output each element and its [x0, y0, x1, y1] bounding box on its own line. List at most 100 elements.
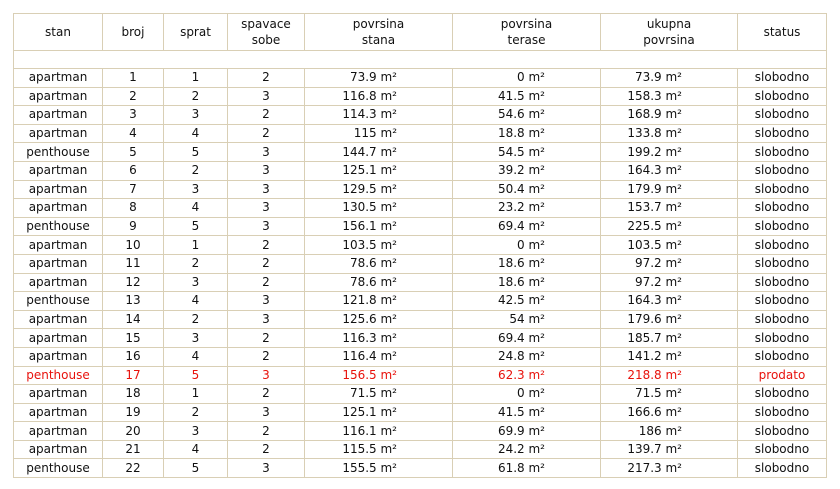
cell-ukupna-povrsina: 153.7 m² [600, 198, 738, 218]
header-sprat: sprat [163, 13, 228, 51]
cell-ukupna-povrsina: 225.5 m² [600, 216, 738, 237]
table-row: apartman 20 3 2 116.1 m² 69.9 m² 186 m² slobodn… [13, 421, 827, 441]
cell-stan: penthouse [13, 458, 103, 479]
cell-povrsina-stana: 116.1 m² [304, 421, 453, 441]
cell-ukupna-povrsina: 218.8 m² [600, 365, 738, 386]
table-row: penthouse 17 5 3 156.5 m² 62.3 m² 218.8 m² prod… [13, 365, 827, 386]
table-row: apartman 4 4 2 115 m² 18.8 m² 133.8 m² slobodno [13, 123, 827, 144]
header-status: status [737, 13, 827, 51]
cell-broj: 5 [102, 142, 164, 162]
cell-sprat: 4 [163, 198, 228, 218]
cell-status: slobodno [737, 402, 827, 423]
cell-povrsina-terase: 69.4 m² [452, 328, 601, 348]
cell-ukupna-povrsina: 97.2 m² [600, 272, 738, 293]
cell-status: slobodno [737, 272, 827, 293]
cell-povrsina-stana: 78.6 m² [304, 253, 453, 274]
cell-povrsina-terase: 18.6 m² [452, 272, 601, 293]
cell-sprat: 3 [163, 272, 228, 293]
table-row: apartman 16 4 2 116.4 m² 24.8 m² 141.2 m² slobo… [13, 346, 827, 367]
table-row: penthouse 9 5 3 156.1 m² 69.4 m² 225.5 m² slobo… [13, 216, 827, 237]
cell-spavace-sobe: 2 [227, 123, 305, 144]
cell-stan: apartman [13, 384, 103, 404]
cell-spavace-sobe: 2 [227, 346, 305, 367]
cell-povrsina-stana: 116.3 m² [304, 328, 453, 348]
header-povrsina-terase: povrsina terase [452, 13, 601, 51]
cell-broj: 12 [102, 272, 164, 293]
cell-stan: apartman [13, 309, 103, 330]
cell-ukupna-povrsina: 185.7 m² [600, 328, 738, 348]
cell-status: slobodno [737, 384, 827, 404]
cell-povrsina-stana: 125.6 m² [304, 309, 453, 330]
header-row: stan broj sprat spavace sobe povrsina stana p… [13, 13, 827, 51]
cell-spavace-sobe: 3 [227, 142, 305, 162]
cell-spavace-sobe: 3 [227, 198, 305, 218]
cell-ukupna-povrsina: 168.9 m² [600, 105, 738, 125]
cell-status: slobodno [737, 309, 827, 330]
cell-povrsina-terase: 23.2 m² [452, 198, 601, 218]
cell-ukupna-povrsina: 73.9 m² [600, 68, 738, 88]
cell-broj: 14 [102, 309, 164, 330]
cell-sprat: 3 [163, 421, 228, 441]
cell-stan: apartman [13, 402, 103, 423]
cell-broj: 1 [102, 68, 164, 88]
cell-stan: apartman [13, 439, 103, 460]
cell-povrsina-terase: 24.2 m² [452, 439, 601, 460]
cell-spavace-sobe: 3 [227, 309, 305, 330]
cell-sprat: 3 [163, 105, 228, 125]
header-stan: stan [13, 13, 103, 51]
cell-sprat: 1 [163, 68, 228, 88]
cell-broj: 20 [102, 421, 164, 441]
cell-broj: 10 [102, 235, 164, 255]
cell-povrsina-stana: 156.1 m² [304, 216, 453, 237]
cell-ukupna-povrsina: 158.3 m² [600, 86, 738, 107]
cell-status: prodato [737, 365, 827, 386]
cell-spavace-sobe: 3 [227, 365, 305, 386]
cell-povrsina-stana: 78.6 m² [304, 272, 453, 293]
cell-broj: 16 [102, 346, 164, 367]
cell-povrsina-terase: 18.8 m² [452, 123, 601, 144]
table-row: apartman 8 4 3 130.5 m² 23.2 m² 153.7 m² slobod… [13, 198, 827, 218]
cell-povrsina-terase: 61.8 m² [452, 458, 601, 479]
cell-povrsina-stana: 129.5 m² [304, 179, 453, 200]
cell-status: slobodno [737, 160, 827, 181]
cell-sprat: 4 [163, 291, 228, 311]
cell-broj: 8 [102, 198, 164, 218]
header-spavace-sobe: spavace sobe [227, 13, 305, 51]
cell-broj: 3 [102, 105, 164, 125]
cell-stan: penthouse [13, 365, 103, 386]
cell-ukupna-povrsina: 179.6 m² [600, 309, 738, 330]
cell-spavace-sobe: 2 [227, 253, 305, 274]
cell-ukupna-povrsina: 139.7 m² [600, 439, 738, 460]
cell-povrsina-stana: 73.9 m² [304, 68, 453, 88]
cell-spavace-sobe: 3 [227, 216, 305, 237]
table-row: apartman 14 2 3 125.6 m² 54 m² 179.6 m² slobodn… [13, 309, 827, 330]
cell-povrsina-stana: 103.5 m² [304, 235, 453, 255]
table-row: apartman 19 2 3 125.1 m² 41.5 m² 166.6 m² slobo… [13, 402, 827, 423]
cell-stan: penthouse [13, 142, 103, 162]
cell-ukupna-povrsina: 133.8 m² [600, 123, 738, 144]
cell-spavace-sobe: 2 [227, 384, 305, 404]
table-row: apartman 15 3 2 116.3 m² 69.4 m² 185.7 m² slobo… [13, 328, 827, 348]
cell-broj: 6 [102, 160, 164, 181]
cell-spavace-sobe: 2 [227, 272, 305, 293]
cell-spavace-sobe: 2 [227, 105, 305, 125]
cell-povrsina-terase: 18.6 m² [452, 253, 601, 274]
cell-status: slobodno [737, 291, 827, 311]
cell-status: slobodno [737, 421, 827, 441]
cell-status: slobodno [737, 68, 827, 88]
cell-broj: 9 [102, 216, 164, 237]
cell-stan: apartman [13, 272, 103, 293]
cell-spavace-sobe: 2 [227, 328, 305, 348]
cell-povrsina-terase: 41.5 m² [452, 402, 601, 423]
cell-status: slobodno [737, 105, 827, 125]
cell-povrsina-stana: 156.5 m² [304, 365, 453, 386]
cell-ukupna-povrsina: 97.2 m² [600, 253, 738, 274]
header-povrsina-stana: povrsina stana [304, 13, 453, 51]
cell-povrsina-stana: 121.8 m² [304, 291, 453, 311]
cell-povrsina-stana: 114.3 m² [304, 105, 453, 125]
cell-spavace-sobe: 2 [227, 439, 305, 460]
cell-povrsina-terase: 69.9 m² [452, 421, 601, 441]
cell-sprat: 5 [163, 216, 228, 237]
table-row: apartman 1 1 2 73.9 m² 0 m² 73.9 m² slobodno [13, 68, 827, 88]
cell-povrsina-terase: 0 m² [452, 235, 601, 255]
